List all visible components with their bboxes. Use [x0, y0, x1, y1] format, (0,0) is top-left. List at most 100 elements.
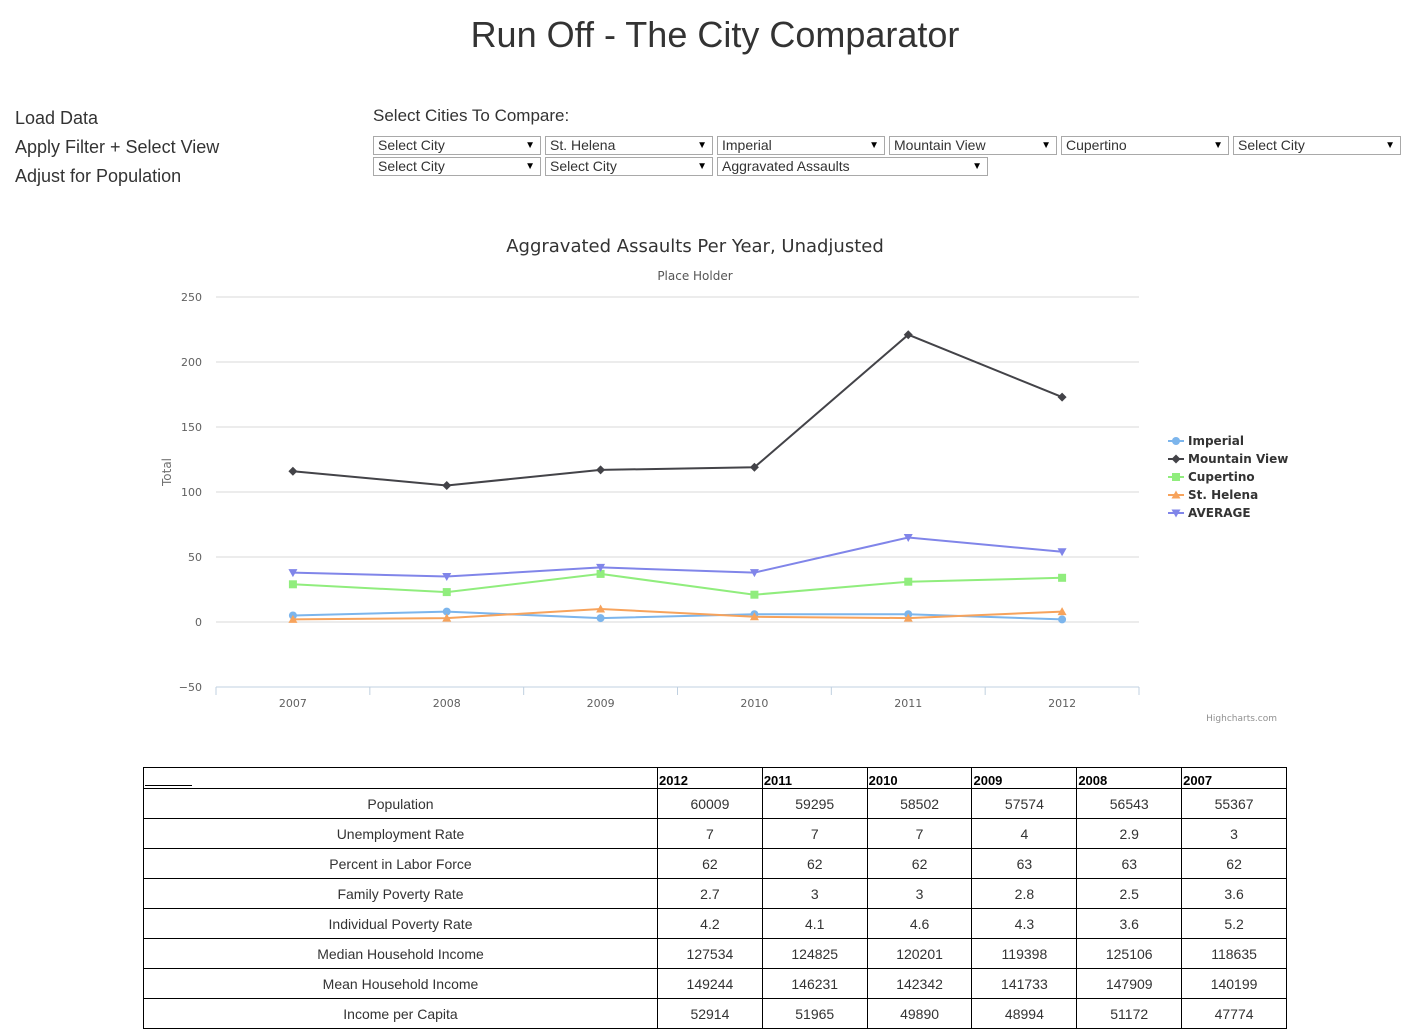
row-label: Income per Capita — [143, 998, 658, 1029]
row-label: Mean Household Income — [143, 968, 658, 999]
table-cell: 62 — [657, 848, 763, 879]
data-point — [1057, 392, 1067, 402]
data-point — [1057, 607, 1067, 616]
table-cell: 4.2 — [657, 908, 763, 939]
x-tick-label: 2011 — [894, 697, 922, 710]
table-cell: 4.1 — [761, 908, 868, 939]
table-cell: 7 — [761, 818, 868, 849]
metric-select-value: Aggravated Assaults — [722, 158, 850, 174]
chevron-down-icon: ▼ — [1041, 140, 1051, 151]
chevron-down-icon: ▼ — [525, 161, 535, 172]
data-point — [750, 590, 759, 599]
table-row: Population 60009 59295 58502 57574 56543 55367 — [143, 788, 1287, 819]
series-3 — [288, 604, 1067, 623]
line-chart: Aggravated Assaults Per Year, Unadjusted… — [160, 236, 1288, 724]
series-line — [292, 607, 1063, 621]
left-menu: Load Data Apply Filter + Select View Adj… — [15, 104, 219, 191]
series-1 — [288, 330, 1067, 490]
legend-label: Mountain View — [1188, 452, 1288, 466]
chevron-down-icon: ▼ — [869, 140, 879, 151]
data-point — [288, 580, 297, 589]
corner-cell — [143, 767, 658, 789]
y-tick-label: 0 — [195, 616, 202, 629]
data-point — [903, 330, 913, 340]
apply-filter-link[interactable]: Apply Filter + Select View — [15, 137, 220, 157]
table-row: Family Poverty Rate 2.7 3 3 2.8 2.5 3.6 — [143, 878, 1287, 909]
table-cell: 2.8 — [971, 878, 1078, 909]
table-cell: 3 — [1181, 818, 1287, 849]
table-cell: 5.2 — [1181, 908, 1287, 939]
y-tick-label: −50 — [179, 681, 202, 694]
row-label: Percent in Labor Force — [143, 848, 658, 879]
table-cell: 55367 — [1181, 788, 1287, 819]
metric-select[interactable]: Aggravated Assaults ▼ — [717, 157, 988, 176]
year-header: 2007 — [1181, 767, 1287, 789]
data-point — [288, 569, 298, 578]
table-cell: 7 — [866, 818, 973, 849]
data-point — [903, 613, 913, 622]
table-row: Percent in Labor Force 62 62 62 63 63 62 — [143, 848, 1287, 879]
x-tick-label: 2012 — [1048, 697, 1076, 710]
table-cell: 48994 — [971, 998, 1078, 1029]
legend-marker — [1171, 490, 1181, 499]
table-cell: 142342 — [866, 968, 973, 999]
city-select-4[interactable]: Mountain View ▼ — [889, 136, 1057, 155]
table-cell: 120201 — [866, 938, 973, 969]
table-row: Unemployment Rate 7 7 7 4 2.9 3 — [143, 818, 1287, 849]
data-point — [442, 588, 451, 597]
chevron-down-icon: ▼ — [697, 140, 707, 151]
legend-marker — [1172, 473, 1180, 481]
series-line — [292, 333, 1063, 487]
data-point — [596, 614, 605, 623]
chevron-down-icon: ▼ — [972, 161, 982, 172]
chart-title: Aggravated Assaults Per Year, Unadjusted — [506, 236, 884, 257]
city-select-1[interactable]: Select City ▼ — [373, 136, 541, 155]
y-tick-label: 150 — [181, 421, 202, 434]
legend-label: Imperial — [1188, 434, 1244, 448]
city-select-8-value: Select City — [550, 158, 617, 174]
city-select-5-value: Cupertino — [1066, 137, 1127, 153]
legend-marker — [1171, 509, 1181, 518]
legend-label: Cupertino — [1188, 470, 1255, 484]
legend-item: St. Helena — [1168, 488, 1258, 502]
legend-marker — [1171, 454, 1181, 464]
data-point — [596, 465, 606, 475]
table-cell: 118635 — [1181, 938, 1287, 969]
city-select-4-value: Mountain View — [894, 137, 986, 153]
data-point — [442, 613, 452, 622]
city-select-3-value: Imperial — [722, 137, 772, 153]
table-cell: 140199 — [1181, 968, 1287, 999]
data-point — [1058, 573, 1067, 582]
table-cell: 4.6 — [866, 908, 973, 939]
table-cell: 62 — [866, 848, 973, 879]
legend-label: AVERAGE — [1188, 506, 1251, 520]
city-select-6[interactable]: Select City ▼ — [1233, 136, 1401, 155]
city-select-2[interactable]: St. Helena ▼ — [545, 136, 713, 155]
data-point — [596, 604, 606, 613]
series-line — [292, 536, 1063, 578]
data-point — [749, 462, 759, 472]
x-tick-label: 2009 — [587, 697, 615, 710]
data-point — [442, 573, 452, 581]
load-data-link[interactable]: Load Data — [15, 108, 99, 128]
table-cell: 3.6 — [1076, 908, 1183, 939]
city-select-1-value: Select City — [378, 137, 445, 153]
table-header-row: 2012 2011 2010 2009 2008 2007 — [143, 767, 1287, 789]
table-cell: 51172 — [1076, 998, 1183, 1029]
x-tick-label: 2007 — [279, 697, 307, 710]
table-cell: 4 — [971, 818, 1078, 849]
city-select-7[interactable]: Select City ▼ — [373, 157, 541, 176]
chevron-down-icon: ▼ — [1213, 140, 1223, 151]
table-cell: 7 — [657, 818, 763, 849]
series-2 — [288, 569, 1067, 599]
city-select-5[interactable]: Cupertino ▼ — [1061, 136, 1229, 155]
legend-item: Mountain View — [1168, 452, 1288, 466]
row-label: Family Poverty Rate — [143, 878, 658, 909]
city-select-8[interactable]: Select City ▼ — [545, 157, 713, 176]
table-cell: 2.7 — [657, 878, 763, 909]
y-tick-label: 250 — [181, 291, 202, 304]
row-label: Individual Poverty Rate — [143, 908, 658, 939]
table-cell: 149244 — [657, 968, 763, 999]
adjust-population-link[interactable]: Adjust for Population — [15, 166, 182, 186]
city-select-3[interactable]: Imperial ▼ — [717, 136, 885, 155]
